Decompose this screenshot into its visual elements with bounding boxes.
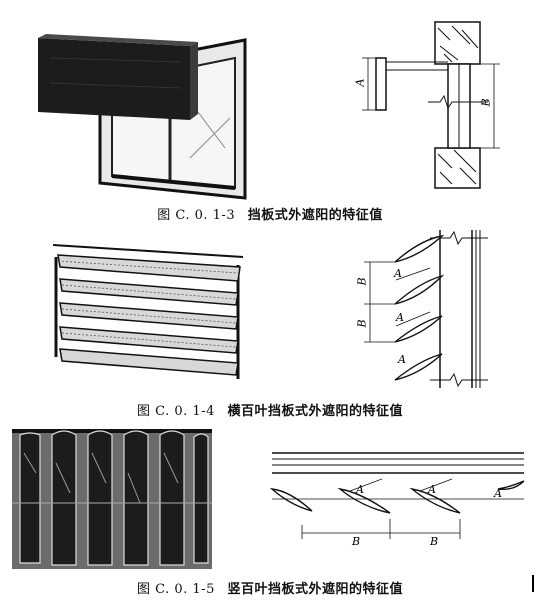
figure-c013-caption: 图 C. 0. 1-3 挡板式外遮阳的特征值 (0, 204, 540, 223)
dim-label-a: A (494, 487, 502, 500)
figure-c014-diagram (364, 230, 488, 388)
text-cursor (532, 575, 534, 592)
dim-label-b: B (355, 277, 369, 286)
figure-c014-photo (52, 244, 244, 379)
caption-title: 横百叶挡板式外遮阳的特征值 (227, 404, 403, 419)
caption-title: 竖百叶挡板式外遮阳的特征值 (227, 582, 403, 597)
caption-number: 图 C. 0. 1-4 (136, 404, 215, 419)
figure-c015: A A A B B 图 C. 0. 1-5 竖百叶挡板式外遮阳的特征值 (0, 415, 540, 600)
figure-c014-caption: 图 C. 0. 1-4 横百叶挡板式外遮阳的特征值 (0, 400, 540, 419)
figure-c015-caption: 图 C. 0. 1-5 竖百叶挡板式外遮阳的特征值 (0, 578, 540, 597)
figure-c015-photo (12, 429, 212, 569)
caption-number: 图 C. 0. 1-3 (157, 208, 236, 223)
dim-label-a: A (394, 267, 402, 280)
figure-c013: A B 图 C. 0. 1-3 挡板式外遮阳的特征值 (0, 0, 540, 225)
dim-label-b: B (352, 535, 361, 548)
dim-label-b: B (430, 535, 439, 548)
dim-label-a: A (396, 311, 404, 324)
figure-c014: A B A B A 图 C. 0. 1-4 横百叶挡板式外遮阳的特征值 (0, 225, 540, 419)
dim-label-b: B (479, 98, 493, 107)
figure-c015-diagram (269, 452, 525, 539)
figure-c013-photo (38, 34, 247, 200)
dim-label-a: A (353, 78, 367, 87)
caption-number: 图 C. 0. 1-5 (136, 582, 215, 597)
dim-label-a: A (356, 483, 364, 496)
figure-c013-diagram (362, 21, 500, 189)
dim-label-a: A (428, 483, 436, 496)
dim-label-b: B (355, 319, 369, 328)
dim-label-a: A (398, 353, 406, 366)
caption-title: 挡板式外遮阳的特征值 (247, 208, 383, 223)
